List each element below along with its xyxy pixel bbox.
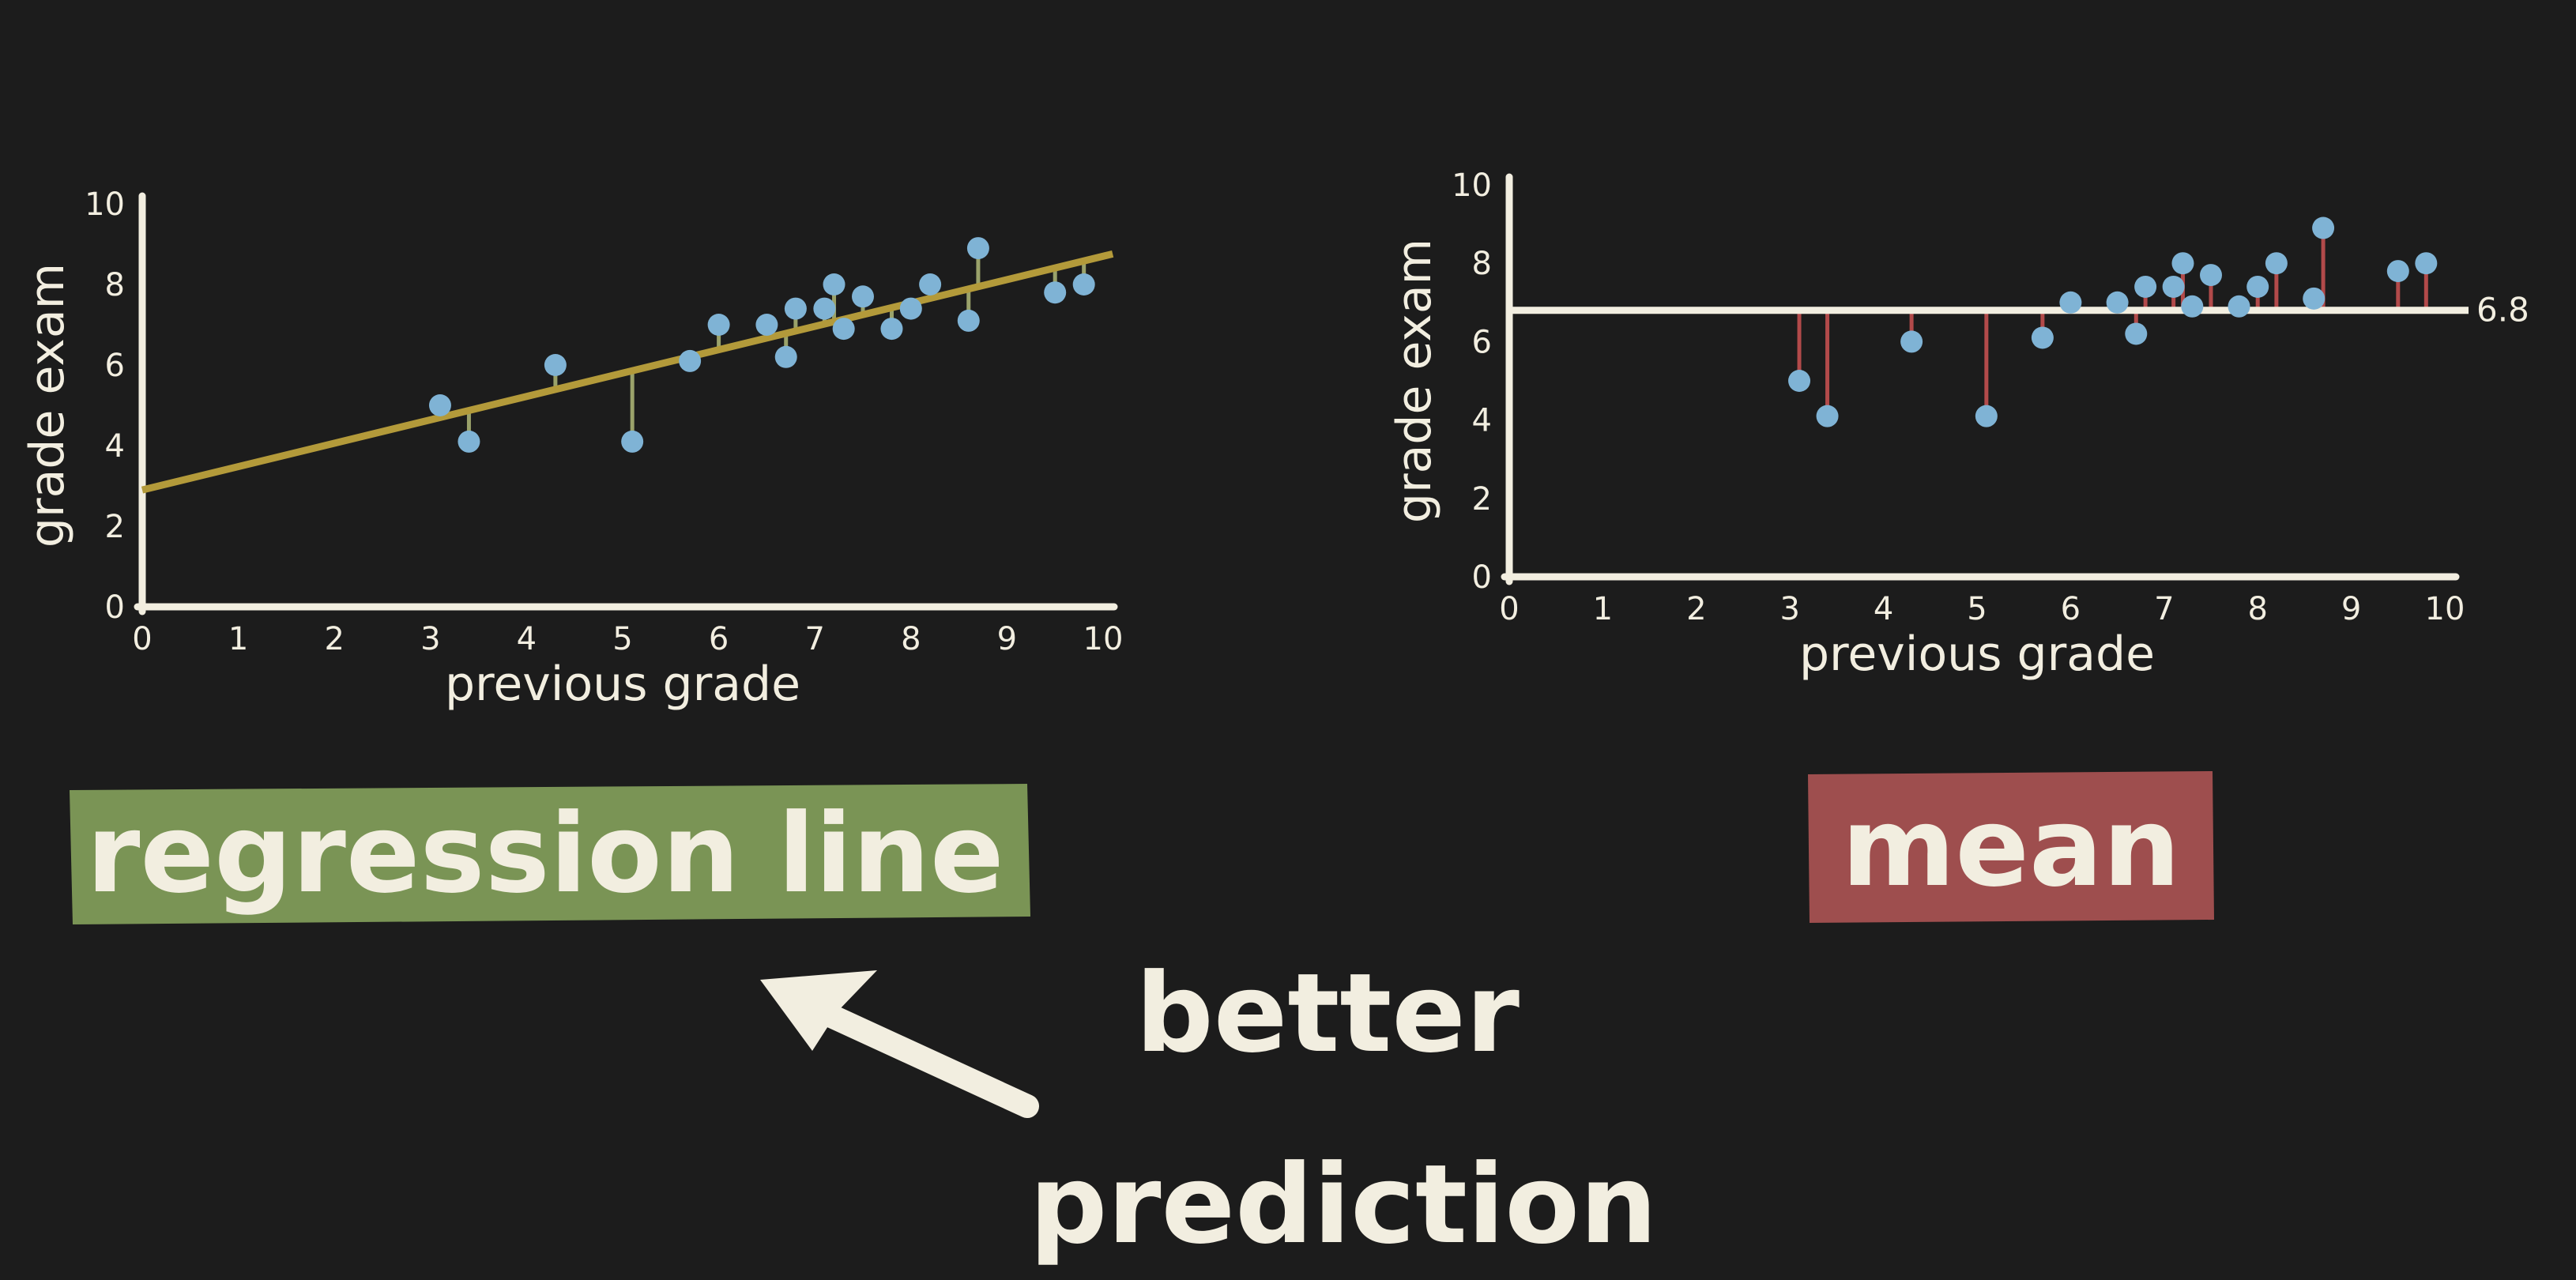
- y-tick-label: 6: [105, 348, 125, 384]
- data-point: [707, 314, 730, 336]
- x-tick-label: 1: [1593, 591, 1613, 627]
- x-tick-label: 6: [709, 621, 729, 657]
- data-point: [880, 318, 903, 341]
- y-tick-label: 0: [1472, 559, 1492, 596]
- x-tick-label: 5: [612, 621, 632, 657]
- y-tick-label: 4: [105, 428, 125, 465]
- regression-line: [141, 250, 1114, 494]
- data-point: [957, 309, 980, 332]
- mean-badge: mean: [1808, 771, 2214, 923]
- data-point: [621, 430, 644, 453]
- x-tick-label: 8: [901, 621, 921, 657]
- x-tick-label: 5: [1967, 591, 1987, 627]
- data-point: [966, 237, 989, 260]
- x-tick-label: 9: [997, 621, 1017, 657]
- data-point: [2246, 275, 2269, 298]
- x-tick-label: 4: [1874, 591, 1893, 627]
- data-point: [458, 430, 480, 453]
- x-tick-label: 7: [2154, 591, 2174, 627]
- data-point: [2106, 291, 2129, 314]
- data-point: [428, 394, 451, 416]
- data-point: [2125, 322, 2148, 345]
- data-point: [1044, 281, 1067, 304]
- prediction-caption: prediction: [1030, 1141, 1658, 1268]
- x-tick-label: 7: [804, 621, 824, 657]
- x-tick-label: 0: [132, 621, 152, 657]
- data-point: [1900, 330, 1923, 353]
- regression-badge-background: [70, 784, 1030, 924]
- x-tick-label: 1: [228, 621, 248, 657]
- data-point: [2200, 264, 2222, 287]
- y-axis-label: grade exam: [1387, 239, 1442, 523]
- regression-line-badge: regression line: [70, 784, 1030, 924]
- data-point: [2059, 291, 2082, 314]
- y-tick-label: 4: [1472, 403, 1492, 439]
- data-point: [813, 297, 836, 320]
- data-point: [2181, 295, 2204, 318]
- y-tick-label: 6: [1472, 324, 1492, 360]
- mean-value-label: 6.8: [2476, 291, 2529, 329]
- data-point: [784, 297, 807, 320]
- data-point: [2031, 326, 2054, 349]
- x-tick-label: 2: [324, 621, 344, 657]
- y-tick-label: 8: [1472, 246, 1492, 282]
- data-point: [832, 318, 855, 341]
- x-tick-label: 8: [2247, 591, 2267, 627]
- x-tick-label: 2: [1686, 591, 1706, 627]
- data-point: [2228, 295, 2250, 318]
- mean-badge-background: [1808, 771, 2214, 923]
- data-point: [899, 297, 922, 320]
- regression-line-label: regression line: [86, 790, 1004, 917]
- data-point: [2312, 216, 2335, 239]
- data-point: [2303, 287, 2326, 310]
- x-tick-label: 10: [2425, 591, 2465, 627]
- data-point: [1072, 273, 1095, 296]
- data-point: [544, 354, 567, 376]
- data-point: [2265, 252, 2288, 275]
- y-tick-label: 8: [105, 267, 125, 303]
- data-point: [679, 349, 702, 372]
- x-tick-label: 9: [2341, 591, 2361, 627]
- x-tick-label: 10: [1083, 621, 1124, 657]
- data-point: [1816, 405, 1839, 427]
- y-tick-label: 0: [105, 589, 125, 626]
- x-tick-label: 3: [420, 621, 440, 657]
- data-point: [755, 314, 778, 336]
- data-point: [852, 285, 874, 308]
- x-tick-label: 4: [517, 621, 537, 657]
- x-tick-label: 3: [1779, 591, 1799, 627]
- data-point: [774, 345, 797, 368]
- mean-label: mean: [1842, 784, 2181, 911]
- y-tick-label: 2: [105, 509, 125, 545]
- x-axis-label: previous grade: [1799, 627, 2155, 682]
- data-point: [823, 273, 845, 296]
- data-point: [2415, 252, 2438, 275]
- better-caption: better: [1135, 950, 1520, 1077]
- y-tick-label: 10: [1452, 168, 1492, 204]
- data-point: [1975, 405, 1998, 427]
- y-axis-label: grade exam: [20, 263, 75, 548]
- data-point: [2134, 275, 2157, 298]
- x-tick-label: 6: [2061, 591, 2081, 627]
- y-tick-label: 2: [1472, 481, 1492, 518]
- data-point: [919, 273, 942, 296]
- x-axis-label: previous grade: [445, 657, 800, 712]
- data-point: [2171, 252, 2194, 275]
- data-point: [1788, 370, 1811, 392]
- x-tick-label: 0: [1499, 591, 1519, 627]
- data-point: [2386, 260, 2409, 283]
- y-tick-label: 10: [85, 186, 125, 223]
- mean-scatter-chart: 0 1 2 3 4 5 6 7 8 9 10 0 2 4 6 8 10 previous grade grade e…: [1387, 168, 2529, 682]
- regression-scatter-chart: 0 1 2 3 4 5 6 7 8 9 10 0 2 4 6 8 10 previous grade grade e…: [20, 186, 1123, 712]
- data-point: [2162, 275, 2185, 298]
- arrow-icon: [760, 970, 1039, 1118]
